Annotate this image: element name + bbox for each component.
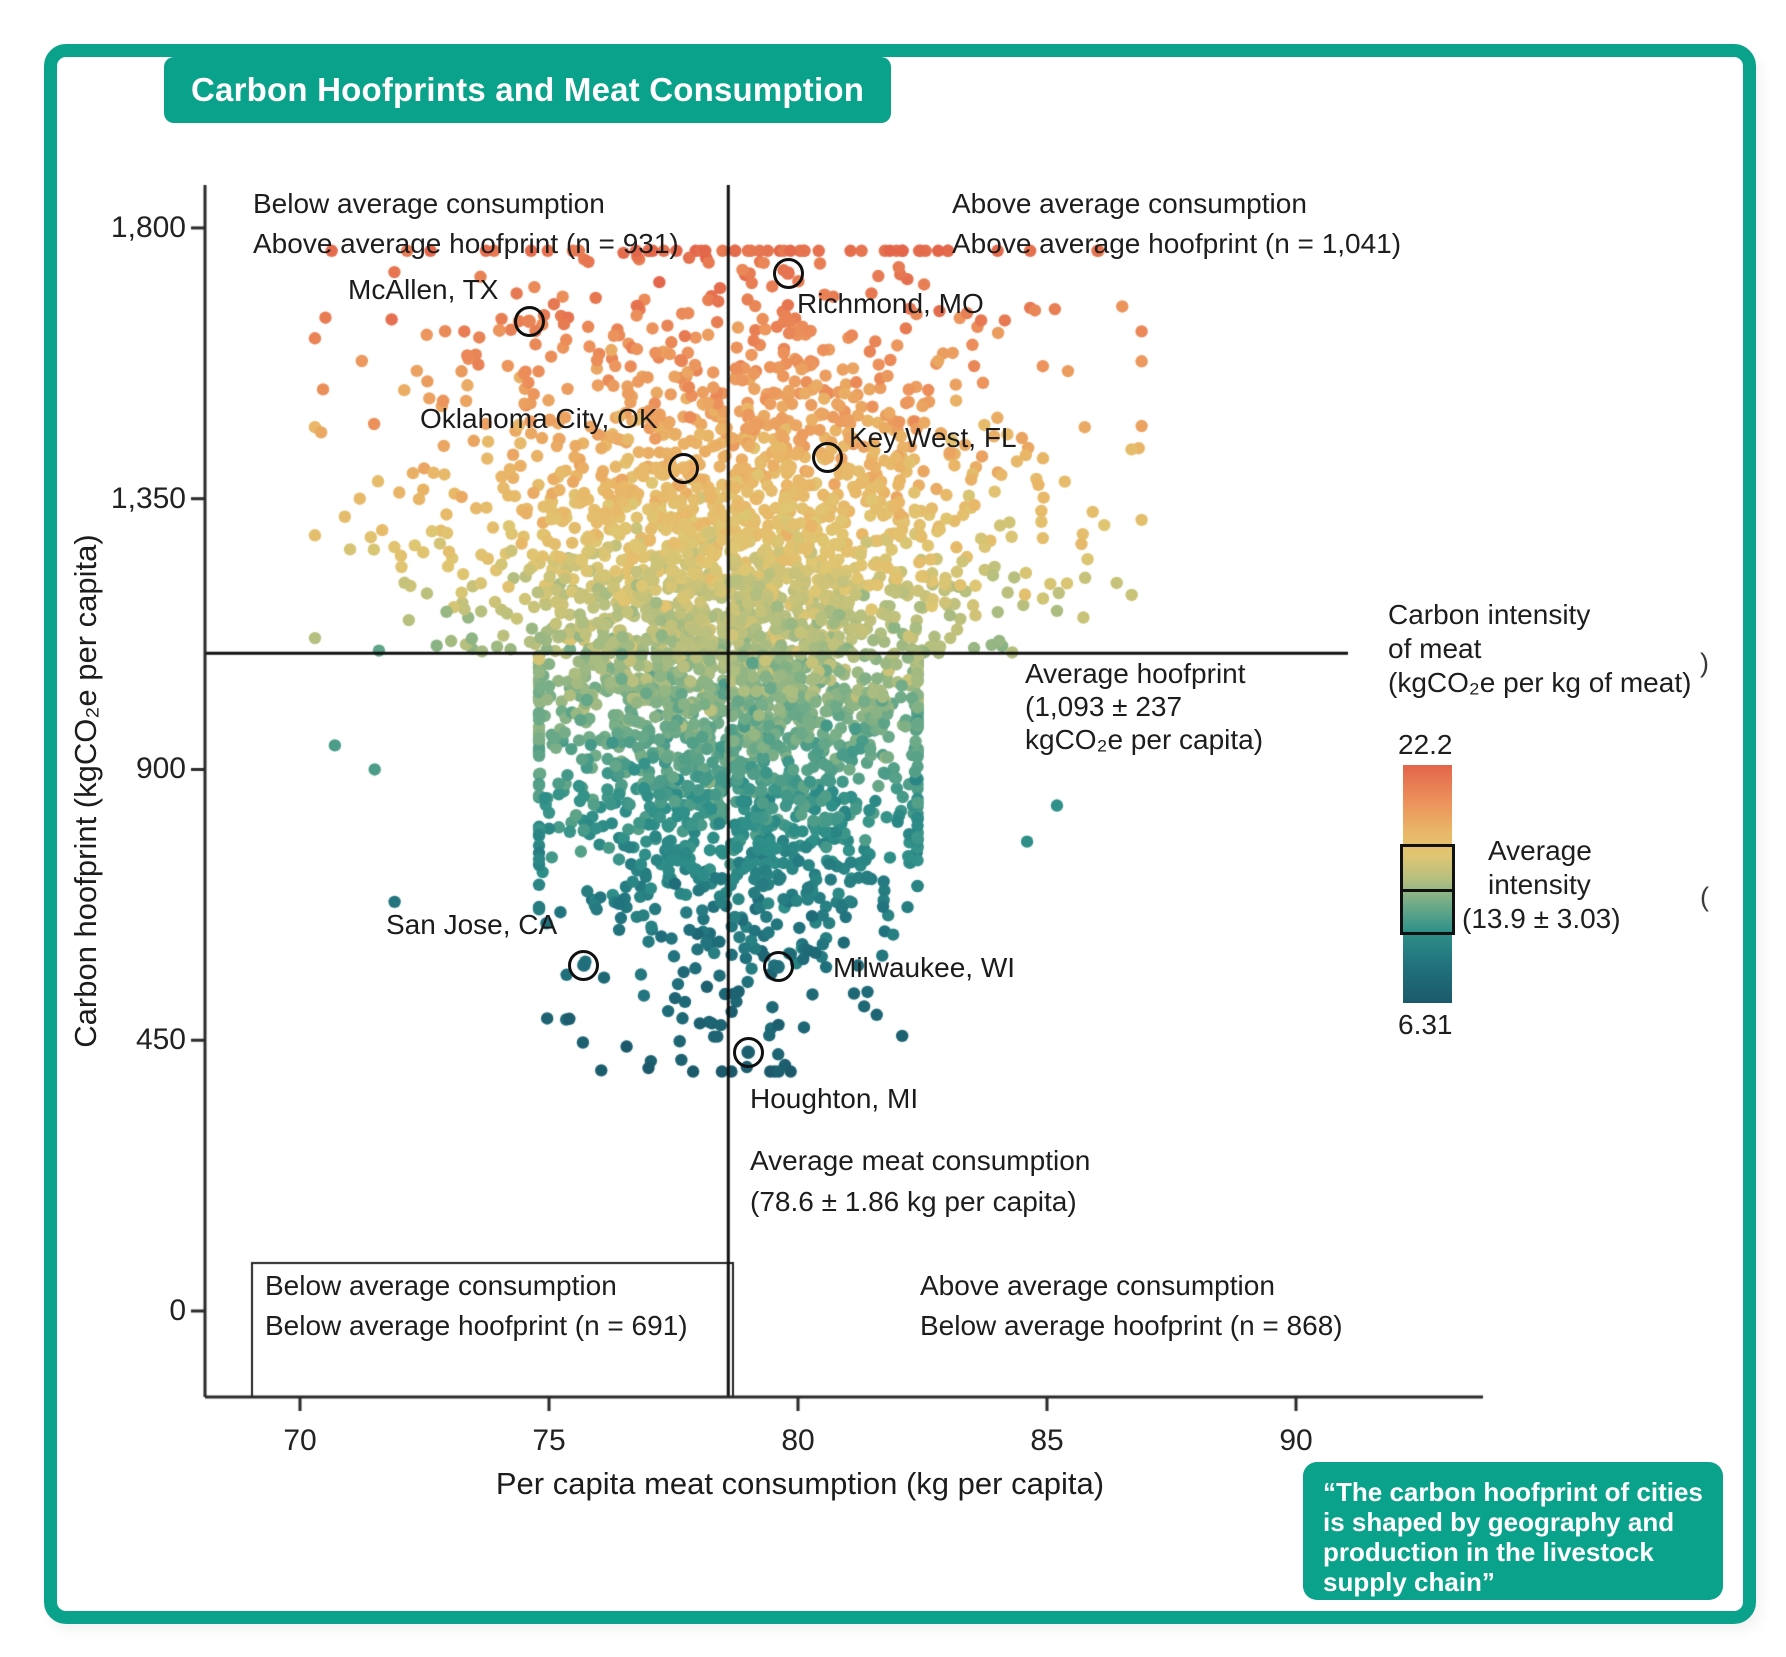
y-axis-tick-label: 1,350	[110, 481, 186, 515]
quadrant-label-bottom-right: Above average consumption Below average …	[920, 1266, 1343, 1346]
legend-max-value: 22.2	[1398, 729, 1453, 760]
city-marker-ring	[772, 257, 804, 289]
annotation-line: Average hoofprint	[1025, 658, 1246, 689]
city-marker-ring	[762, 951, 794, 983]
quadrant-label-top-left: Below average consumption Above average …	[253, 184, 679, 264]
city-marker-ring	[513, 305, 545, 337]
x-axis-tick-label: 80	[781, 1424, 815, 1457]
city-label: Key West, FL	[849, 422, 1017, 453]
city-marker-ring	[667, 452, 699, 484]
x-axis-title: Per capita meat consumption (kg per capi…	[495, 1466, 1105, 1501]
colorbar-gradient	[1403, 765, 1452, 1003]
legend-average-intensity-label: Average intensity (13.9 ± 3.03)	[1462, 834, 1621, 936]
colorbar-average-box	[1400, 843, 1455, 935]
quadrant-label-line: Above average hoofprint (n = 1,041)	[952, 228, 1402, 259]
quote-text: “The carbon hoofprint of cities is shape…	[1323, 1477, 1703, 1597]
city-label: Houghton, MI	[750, 1083, 919, 1114]
city-label: Richmond, MO	[797, 288, 984, 319]
city-label: Milwaukee, WI	[833, 952, 1016, 983]
quadrant-label-line: Above average hoofprint (n = 931)	[253, 228, 679, 259]
x-axis-tick-label: 75	[532, 1424, 566, 1457]
quadrant-label-top-right: Above average consumption Above average …	[952, 184, 1401, 264]
y-axis-tick-label: 1,800	[110, 210, 186, 244]
legend-avg-line: (13.9 ± 3.03)	[1462, 903, 1621, 934]
quadrant-label-bottom-left: Below average consumption Below average …	[265, 1266, 688, 1346]
annotation-line: Average meat consumption	[750, 1145, 1091, 1176]
annotation-line: (1,093 ± 237	[1025, 691, 1183, 722]
annotation-line: kgCO₂e per capita)	[1025, 724, 1264, 755]
quadrant-label-line: Above average consumption	[952, 188, 1307, 219]
x-axis-tick-label: 90	[1279, 1424, 1313, 1457]
city-label: Oklahoma City, OK	[420, 403, 658, 434]
legend-avg-line: Average	[1488, 835, 1592, 866]
city-marker-ring	[732, 1036, 764, 1068]
y-axis-title: Carbon hoofprint (kgCO₂e per capita)	[68, 534, 103, 1048]
edge-cutoff-glyph: )	[1700, 648, 1709, 678]
legend-min-value: 6.31	[1398, 1009, 1453, 1040]
city-label: McAllen, TX	[348, 274, 499, 305]
city-marker-ring	[812, 441, 844, 473]
average-hoofprint-annotation: Average hoofprint (1,093 ± 237 kgCO₂e pe…	[1025, 657, 1263, 756]
x-axis-tick-label: 70	[283, 1424, 317, 1457]
y-axis-tick-label: 450	[135, 1023, 186, 1057]
city-marker-ring	[568, 949, 600, 981]
legend-title: Carbon intensity of meat (kgCO₂e per kg …	[1388, 598, 1691, 700]
quadrant-label-line: Below average hoofprint (n = 691)	[265, 1310, 688, 1341]
y-axis-tick-label: 0	[169, 1294, 186, 1327]
annotation-line: (78.6 ± 1.86 kg per capita)	[750, 1186, 1077, 1217]
legend-title-line: Carbon intensity	[1388, 599, 1591, 630]
quadrant-label-line: Above average consumption	[920, 1270, 1275, 1301]
legend-avg-line: intensity	[1488, 869, 1591, 900]
quote-card: “The carbon hoofprint of cities is shape…	[1303, 1462, 1723, 1600]
colorbar-average-midline	[1400, 889, 1455, 893]
average-consumption-annotation: Average meat consumption (78.6 ± 1.86 kg…	[750, 1140, 1090, 1222]
legend-title-line: (kgCO₂e per kg of meat)	[1388, 667, 1692, 698]
quadrant-label-line: Below average hoofprint (n = 868)	[920, 1310, 1343, 1341]
quadrant-label-line: Below average consumption	[265, 1270, 617, 1301]
x-axis-tick-label: 85	[1030, 1424, 1064, 1457]
legend-title-line: of meat	[1388, 633, 1482, 664]
y-axis-tick-label: 900	[135, 752, 186, 786]
city-label: San Jose, CA	[386, 909, 558, 940]
quadrant-label-line: Below average consumption	[253, 188, 605, 219]
edge-cutoff-glyph: (	[1700, 882, 1709, 912]
